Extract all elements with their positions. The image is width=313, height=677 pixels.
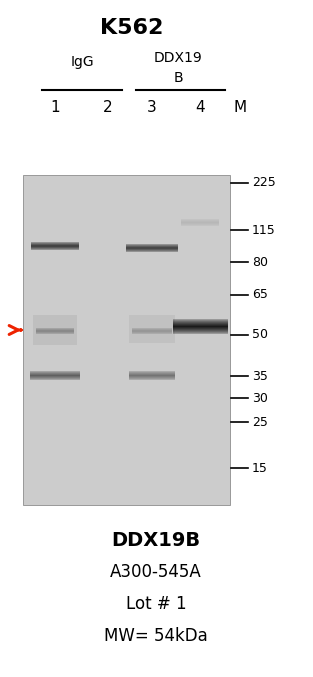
Bar (31, 242, 79, 244)
Bar (172, 329, 228, 330)
Bar (172, 332, 228, 333)
Bar (172, 318, 228, 319)
Text: 30: 30 (252, 391, 268, 404)
Bar (172, 325, 228, 326)
Bar (181, 222, 219, 223)
Bar (129, 315, 175, 343)
Bar (129, 372, 175, 373)
Bar (129, 376, 175, 377)
Bar (132, 328, 172, 330)
Bar (30, 375, 80, 376)
Bar (172, 322, 228, 323)
Text: DDX19: DDX19 (154, 51, 203, 65)
Bar (132, 330, 172, 332)
Bar (129, 370, 175, 371)
Bar (23, 175, 230, 505)
Text: 80: 80 (252, 255, 268, 269)
Bar (129, 378, 175, 379)
Bar (36, 328, 74, 330)
Text: 115: 115 (252, 223, 276, 236)
Bar (181, 220, 219, 221)
Bar (36, 332, 74, 334)
Bar (181, 219, 219, 220)
Bar (129, 379, 175, 380)
Bar (172, 320, 228, 321)
Bar (172, 323, 228, 324)
Bar (30, 371, 80, 372)
Text: 2: 2 (103, 100, 113, 116)
Bar (31, 248, 79, 250)
Bar (129, 377, 175, 378)
Bar (30, 373, 80, 374)
Text: M: M (233, 100, 247, 116)
Bar (36, 330, 74, 332)
Bar (30, 370, 80, 371)
Bar (36, 326, 74, 328)
Bar (181, 223, 219, 224)
Text: 1: 1 (50, 100, 60, 116)
Text: DDX19B: DDX19B (111, 531, 201, 550)
Text: 225: 225 (252, 177, 276, 190)
Bar (129, 371, 175, 372)
Bar (172, 327, 228, 328)
Bar (30, 372, 80, 373)
Bar (126, 248, 178, 250)
Bar (126, 246, 178, 248)
Text: Lot # 1: Lot # 1 (126, 595, 186, 613)
Bar (181, 221, 219, 222)
Bar (181, 218, 219, 219)
Bar (181, 225, 219, 226)
Text: 65: 65 (252, 288, 268, 301)
Bar (172, 330, 228, 331)
Bar (31, 240, 79, 242)
Bar (30, 379, 80, 380)
Bar (129, 375, 175, 376)
Bar (181, 224, 219, 225)
Bar (132, 332, 172, 334)
Bar (172, 319, 228, 320)
Text: IgG: IgG (70, 55, 94, 69)
Bar (172, 324, 228, 325)
Bar (129, 374, 175, 375)
Text: 25: 25 (252, 416, 268, 429)
Text: MW= 54kDa: MW= 54kDa (104, 627, 208, 645)
Bar (31, 244, 79, 246)
Bar (172, 321, 228, 322)
Bar (30, 376, 80, 377)
Bar (31, 246, 79, 248)
Bar (33, 315, 77, 345)
Bar (172, 333, 228, 334)
Bar (129, 373, 175, 374)
Text: K562: K562 (100, 18, 163, 38)
Bar (126, 244, 178, 246)
Bar (172, 328, 228, 329)
Text: B: B (173, 71, 183, 85)
Bar (30, 374, 80, 375)
Bar (30, 378, 80, 379)
Text: 15: 15 (252, 462, 268, 475)
Text: 3: 3 (147, 100, 157, 116)
Text: A300-545A: A300-545A (110, 563, 202, 581)
Bar (172, 326, 228, 327)
Text: 50: 50 (252, 328, 268, 341)
Bar (172, 331, 228, 332)
Text: 35: 35 (252, 370, 268, 383)
Bar (30, 377, 80, 378)
Text: 4: 4 (195, 100, 205, 116)
Bar (126, 242, 178, 244)
Bar (126, 250, 178, 251)
Bar (132, 326, 172, 328)
